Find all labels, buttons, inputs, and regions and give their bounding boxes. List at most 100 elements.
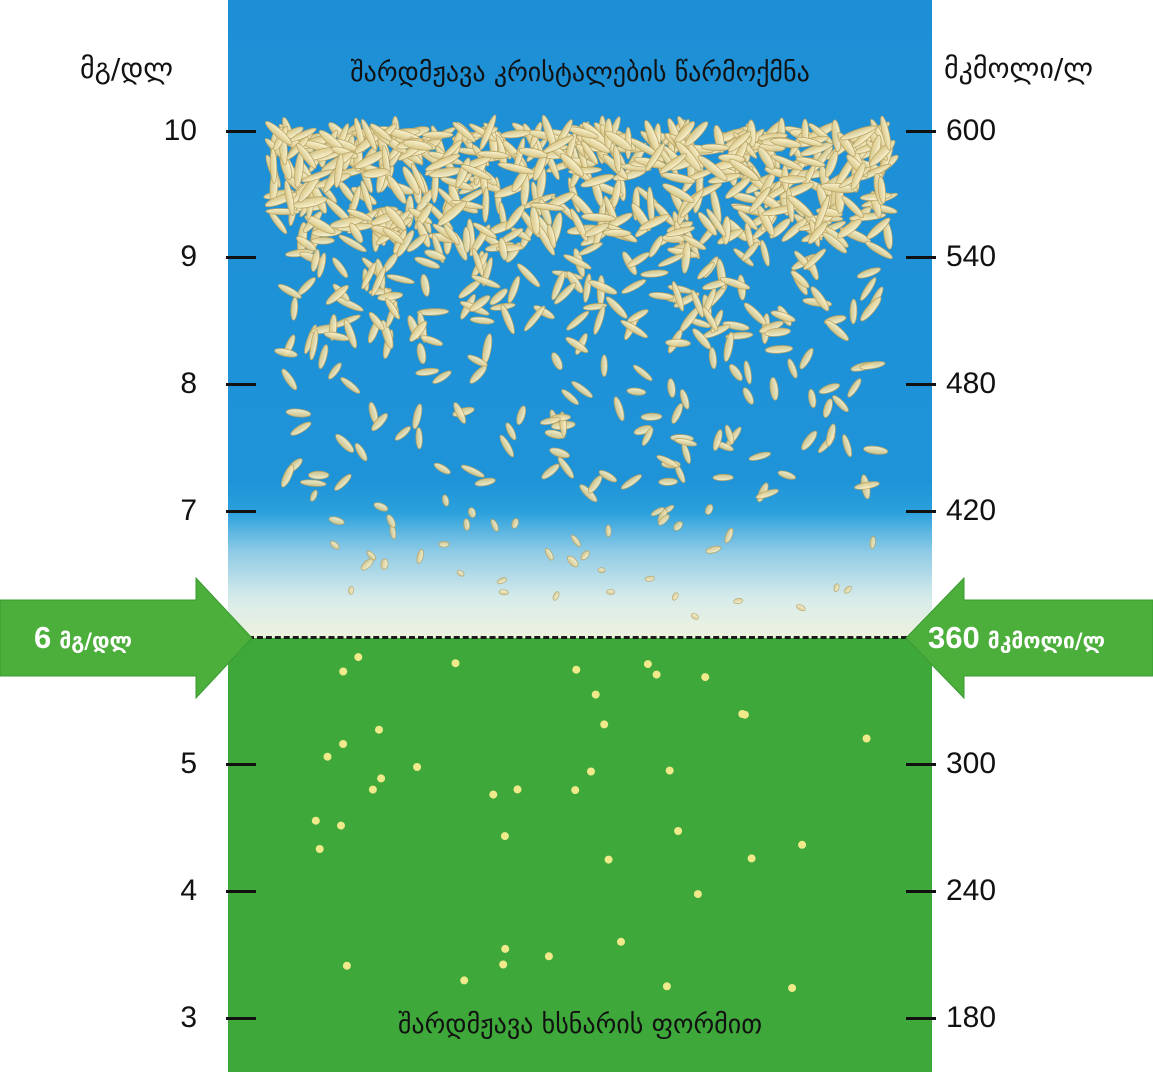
crystal xyxy=(799,429,819,452)
right-tick-label: 180 xyxy=(946,1001,996,1035)
dissolved-dot xyxy=(337,822,345,830)
crystal xyxy=(708,347,717,369)
dissolved-dot xyxy=(653,671,661,679)
crystal xyxy=(713,474,734,481)
crystal xyxy=(821,398,834,419)
crystal xyxy=(393,425,412,443)
crystal xyxy=(416,427,423,449)
dissolved-dot xyxy=(644,660,652,668)
right-tick-label: 480 xyxy=(946,367,996,401)
threshold-line xyxy=(248,636,916,639)
dissolved-particles xyxy=(312,653,871,992)
crystal xyxy=(309,489,319,502)
left-tick-mark xyxy=(226,1017,256,1020)
crystal xyxy=(798,347,816,371)
left-tick-label: 8 xyxy=(180,367,197,401)
crystal xyxy=(290,297,298,321)
crystal xyxy=(733,598,743,604)
crystal xyxy=(456,569,465,577)
crystal xyxy=(380,558,389,570)
dissolved-dot xyxy=(587,768,595,776)
crystal xyxy=(359,557,374,572)
crystal xyxy=(560,388,581,407)
crystal xyxy=(779,175,806,183)
dissolved-dot xyxy=(545,952,553,960)
dissolved-dot xyxy=(571,786,579,794)
crystal xyxy=(289,420,312,438)
crystal xyxy=(439,541,449,547)
right-tick-label: 600 xyxy=(946,114,996,148)
crystal xyxy=(671,592,679,601)
left-tick-mark xyxy=(226,383,256,386)
crystal xyxy=(841,434,854,458)
dissolved-dot xyxy=(501,832,509,840)
crystal xyxy=(603,229,631,237)
crystal xyxy=(670,402,685,425)
crystal xyxy=(777,469,797,481)
crystal xyxy=(460,463,485,479)
title-top: შარდმჟავა კრისტალების წარმოქმნა xyxy=(228,58,932,88)
dissolved-dot xyxy=(863,735,871,743)
crystal xyxy=(748,450,771,462)
crystal xyxy=(333,472,354,492)
crystal xyxy=(612,396,626,422)
crystal xyxy=(348,586,354,594)
crystal xyxy=(825,423,838,447)
crystal xyxy=(329,540,341,551)
right-tick-label: 240 xyxy=(946,874,996,908)
dissolved-dot xyxy=(600,720,608,728)
dissolved-dot xyxy=(489,791,497,799)
crystal xyxy=(552,591,561,601)
threshold-label-left: 6 მგ/დლ xyxy=(34,620,132,656)
dissolved-dot xyxy=(605,856,613,864)
crystal xyxy=(339,375,362,395)
left-tick-mark xyxy=(226,763,256,766)
unit-left: მგ/დლ xyxy=(80,52,173,85)
crystal xyxy=(620,277,647,295)
dissolved-dot xyxy=(312,817,320,825)
right-tick-mark xyxy=(906,890,936,893)
crystal xyxy=(441,494,450,507)
crystal xyxy=(727,362,745,382)
right-tick-label: 540 xyxy=(946,240,996,274)
crystal xyxy=(741,386,756,405)
crystal xyxy=(743,360,753,384)
title-bottom: შარდმჟავა ხსნარის ფორმით xyxy=(228,1010,932,1040)
left-tick-label: 7 xyxy=(180,494,197,528)
crystal xyxy=(317,344,330,370)
crystal xyxy=(601,355,607,377)
crystal xyxy=(309,471,329,479)
dissolved-dot xyxy=(460,976,468,984)
diagram-panel xyxy=(228,0,932,1072)
crystal xyxy=(859,360,885,371)
crystal xyxy=(696,260,717,281)
crystal xyxy=(632,363,654,383)
crystal xyxy=(641,413,662,421)
crystal xyxy=(657,252,685,269)
unit-right: მკმოლი/ლ xyxy=(944,52,1093,85)
threshold-value-right: 360 xyxy=(928,620,980,655)
crystal xyxy=(605,525,611,537)
crystal xyxy=(300,479,326,487)
crystal xyxy=(311,237,334,244)
dissolved-dot xyxy=(452,659,460,667)
crystal xyxy=(640,269,668,278)
crystal xyxy=(579,549,591,561)
crystal xyxy=(586,474,604,495)
crystal xyxy=(846,377,863,399)
right-tick-mark xyxy=(906,383,936,386)
crystal xyxy=(765,345,793,354)
crystal xyxy=(627,387,647,396)
crystal xyxy=(742,301,769,328)
crystal xyxy=(515,405,528,426)
dissolved-dot xyxy=(788,984,796,992)
crystal xyxy=(506,275,522,304)
crystal xyxy=(511,518,520,530)
left-tick-label: 5 xyxy=(180,747,197,781)
crystal xyxy=(419,274,431,297)
crystal xyxy=(422,132,453,139)
right-tick-mark xyxy=(906,510,936,513)
dissolved-dot xyxy=(663,982,671,990)
crystal xyxy=(467,507,477,519)
crystal xyxy=(607,589,615,594)
